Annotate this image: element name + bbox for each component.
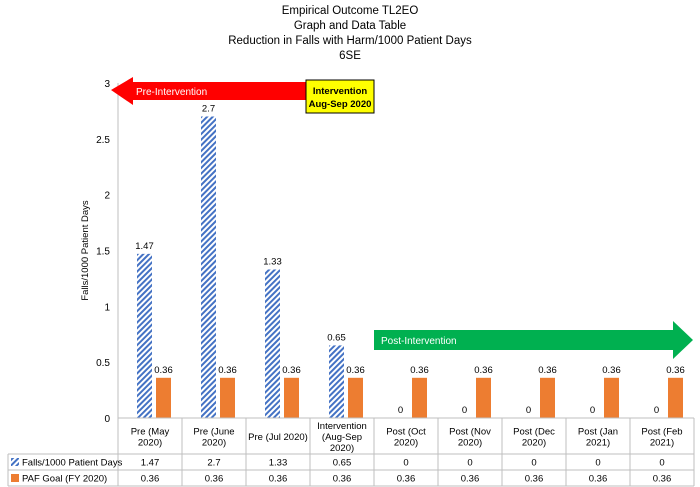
paf-table-value: 0.36 [461, 474, 480, 485]
intervention-box [305, 79, 375, 114]
falls-table-value: 0 [659, 458, 664, 469]
title-line-3: Reduction in Falls with Harm/1000 Patien… [228, 35, 472, 47]
falls-data-label: 1.33 [263, 256, 282, 267]
paf-goal-bar [412, 377, 427, 418]
category-label: 2020) [458, 438, 482, 449]
paf-goal-bar [220, 377, 235, 418]
falls-data-label: 2.7 [202, 104, 215, 115]
falls-table-value: 0 [403, 458, 408, 469]
paf-legend-key [11, 474, 19, 482]
intervention-label-line1: Intervention [313, 86, 368, 97]
y-tick-label: 0 [104, 414, 110, 425]
falls-table-value: 0.65 [333, 458, 352, 469]
category-label: Pre (May [131, 427, 170, 438]
falls-data-label: 0 [654, 405, 659, 416]
category-label: Post (Jan [578, 427, 618, 438]
paf-data-label: 0.36 [538, 365, 557, 376]
paf-goal-bar [668, 377, 683, 418]
falls-data-label: 0 [526, 405, 531, 416]
category-label: Post (Oct [386, 427, 426, 438]
paf-table-value: 0.36 [525, 474, 544, 485]
y-tick-label: 1 [104, 302, 110, 313]
category-label: 2020) [138, 438, 162, 449]
post-intervention-arrow [374, 321, 693, 359]
intervention-label-line2: Aug-Sep 2020 [309, 99, 372, 110]
pre-intervention-arrow [111, 77, 306, 105]
paf-goal-bar [156, 377, 171, 418]
paf-data-label: 0.36 [154, 365, 173, 376]
category-label: 2020) [330, 443, 354, 454]
category-label: 2020) [202, 438, 226, 449]
title-line-2: Graph and Data Table [293, 20, 407, 32]
category-label: 2020) [394, 438, 418, 449]
paf-goal-bar [476, 377, 491, 418]
paf-table-value: 0.36 [333, 474, 352, 485]
falls-data-label: 0 [462, 405, 467, 416]
category-label: Intervention [317, 421, 367, 432]
paf-goal-bar [540, 377, 555, 418]
y-axis-label: Falls/1000 Patient Days [80, 200, 91, 301]
falls-data-label: 0 [590, 405, 595, 416]
falls-table-value: 0 [595, 458, 600, 469]
category-label: 2021) [586, 438, 610, 449]
chart-title: Empirical Outcome TL2EO Graph and Data T… [0, 4, 700, 64]
falls-legend-key [11, 458, 19, 466]
falls-table-value: 0 [467, 458, 472, 469]
category-label: Pre (June [193, 427, 234, 438]
falls-bar [201, 116, 216, 418]
paf-data-label: 0.36 [410, 365, 429, 376]
paf-data-label: 0.36 [218, 365, 237, 376]
y-tick-label: 2 [104, 191, 110, 202]
paf-table-value: 0.36 [205, 474, 224, 485]
falls-bar [137, 253, 152, 418]
falls-legend-label: Falls/1000 Patient Days [22, 458, 123, 469]
paf-table-value: 0.36 [397, 474, 416, 485]
category-label: Post (Feb [641, 427, 682, 438]
post-intervention-label: Post-Intervention [381, 336, 457, 347]
paf-data-label: 0.36 [602, 365, 621, 376]
paf-goal-bar [284, 377, 299, 418]
paf-data-label: 0.36 [346, 365, 365, 376]
falls-data-label: 1.47 [135, 241, 154, 252]
paf-data-label: 0.36 [474, 365, 493, 376]
paf-table-value: 0.36 [653, 474, 672, 485]
category-label: Post (Dec [513, 427, 555, 438]
category-label: 2020) [522, 438, 546, 449]
falls-bar [329, 345, 344, 418]
paf-table-value: 0.36 [589, 474, 608, 485]
falls-table-value: 0 [531, 458, 536, 469]
paf-goal-bar [348, 377, 363, 418]
paf-goal-bar [604, 377, 619, 418]
title-line-4: 6SE [339, 50, 361, 62]
paf-data-label: 0.36 [666, 365, 685, 376]
falls-table-value: 1.33 [269, 458, 288, 469]
paf-data-label: 0.36 [282, 365, 301, 376]
title-line-1: Empirical Outcome TL2EO [281, 5, 419, 17]
falls-table-value: 1.47 [141, 458, 160, 469]
paf-table-value: 0.36 [141, 474, 160, 485]
y-tick-label: 3 [104, 79, 110, 90]
category-label: 2021) [650, 438, 674, 449]
falls-data-label: 0 [398, 405, 403, 416]
category-label: (Aug-Sep [322, 432, 362, 443]
falls-table-value: 2.7 [207, 458, 220, 469]
paf-table-value: 0.36 [269, 474, 288, 485]
y-tick-label: 1.5 [96, 247, 110, 258]
category-label: Pre (Jul 2020) [248, 432, 308, 443]
y-tick-label: 0.5 [96, 358, 110, 369]
pre-intervention-label: Pre-Intervention [136, 87, 207, 98]
falls-bar [265, 269, 280, 418]
paf-legend-label: PAF Goal (FY 2020) [22, 474, 107, 485]
falls-data-label: 0.65 [327, 332, 346, 343]
y-tick-label: 2.5 [96, 135, 110, 146]
category-label: Post (Nov [449, 427, 491, 438]
